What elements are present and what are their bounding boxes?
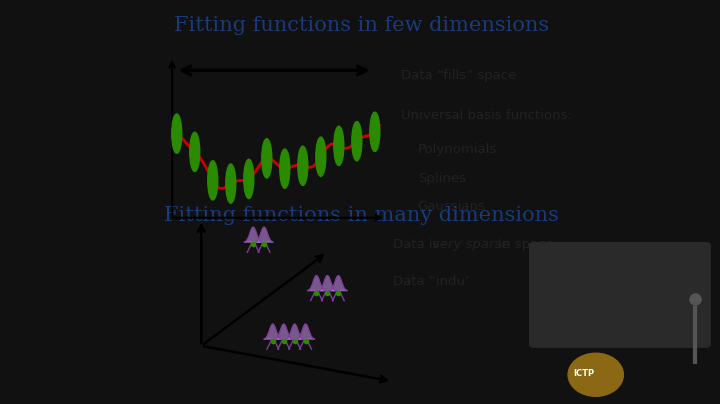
Polygon shape — [244, 227, 262, 242]
Text: Universal basis functions:: Universal basis functions: — [401, 109, 572, 122]
Polygon shape — [264, 324, 282, 339]
Text: Data “fills” space: Data “fills” space — [401, 69, 516, 82]
Circle shape — [568, 353, 624, 396]
Polygon shape — [318, 276, 336, 290]
Text: Polynomials: Polynomials — [418, 143, 497, 156]
Text: ICTP: ICTP — [573, 369, 595, 378]
Polygon shape — [297, 324, 315, 339]
Text: very sparse: very sparse — [432, 238, 510, 251]
Polygon shape — [275, 324, 292, 339]
Polygon shape — [286, 324, 304, 339]
Text: Splines: Splines — [418, 172, 466, 185]
Text: Fitting functions in many dimensions: Fitting functions in many dimensions — [164, 206, 559, 225]
Polygon shape — [330, 276, 347, 290]
Text: in space: in space — [495, 238, 554, 251]
Text: Fitting functions in few dimensions: Fitting functions in few dimensions — [174, 16, 549, 35]
Circle shape — [352, 122, 362, 161]
Circle shape — [280, 149, 290, 188]
Circle shape — [262, 139, 271, 178]
Text: Gaussians: Gaussians — [418, 200, 485, 213]
FancyBboxPatch shape — [529, 242, 711, 348]
Polygon shape — [307, 276, 325, 290]
Circle shape — [244, 159, 253, 198]
Circle shape — [316, 137, 326, 177]
Circle shape — [334, 126, 344, 166]
Text: Data is: Data is — [393, 238, 444, 251]
Text: Data “indu’: Data “indu’ — [393, 275, 469, 288]
Polygon shape — [256, 227, 273, 242]
Circle shape — [370, 112, 380, 152]
Circle shape — [190, 132, 199, 172]
Circle shape — [172, 114, 181, 153]
Circle shape — [226, 164, 235, 203]
Circle shape — [208, 161, 217, 200]
Circle shape — [298, 146, 308, 185]
